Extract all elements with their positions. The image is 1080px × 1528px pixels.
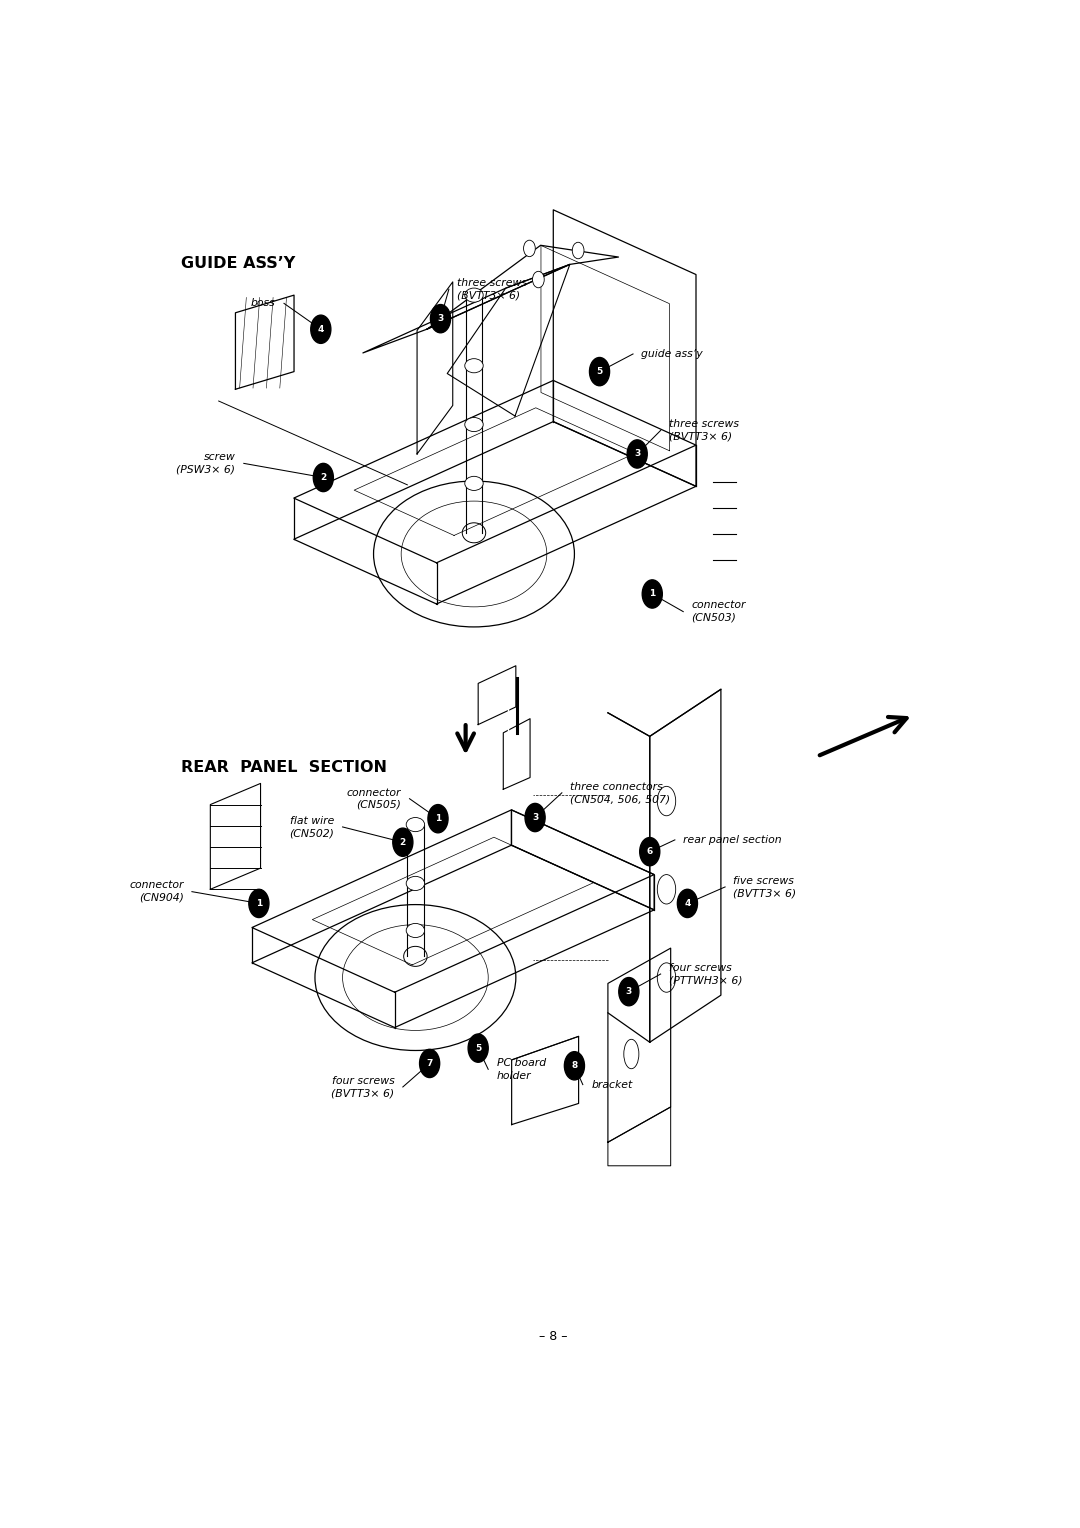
Text: 1: 1 [649, 590, 656, 599]
Text: 3: 3 [532, 813, 538, 822]
Text: 8: 8 [571, 1062, 578, 1070]
Text: 1: 1 [256, 898, 262, 908]
Circle shape [248, 889, 269, 917]
Circle shape [524, 240, 536, 257]
Circle shape [419, 1050, 440, 1077]
Text: REAR  PANEL  SECTION: REAR PANEL SECTION [181, 759, 387, 775]
Text: rear panel section: rear panel section [684, 834, 782, 845]
Text: flat wire
(CN502): flat wire (CN502) [289, 816, 334, 839]
Ellipse shape [406, 923, 424, 938]
Circle shape [639, 837, 660, 866]
Text: 4: 4 [685, 898, 690, 908]
Text: guide ass’y: guide ass’y [642, 348, 703, 359]
Circle shape [590, 358, 609, 385]
Circle shape [532, 272, 544, 287]
Text: 6: 6 [647, 847, 653, 856]
Text: – 8 –: – 8 – [539, 1329, 568, 1343]
Text: connector
(CN503): connector (CN503) [691, 601, 746, 623]
Circle shape [677, 889, 698, 917]
Text: 3: 3 [625, 987, 632, 996]
Text: three screws
(BVTT3× 6): three screws (BVTT3× 6) [457, 278, 527, 301]
Text: 3: 3 [437, 315, 444, 322]
Text: three connectors
(CN504, 506, 507): three connectors (CN504, 506, 507) [570, 782, 671, 804]
Circle shape [643, 579, 662, 608]
Text: 3: 3 [634, 449, 640, 458]
Circle shape [428, 805, 448, 833]
Text: bracket: bracket [591, 1080, 633, 1089]
Text: connector
(CN505): connector (CN505) [347, 787, 401, 810]
Ellipse shape [406, 817, 424, 831]
Text: four screws
(PTTWH3× 6): four screws (PTTWH3× 6) [669, 963, 743, 986]
Text: 2: 2 [400, 837, 406, 847]
Ellipse shape [464, 417, 483, 431]
Ellipse shape [464, 289, 483, 303]
Ellipse shape [406, 877, 424, 891]
Text: boss: boss [251, 298, 275, 309]
Circle shape [431, 304, 450, 333]
Text: 5: 5 [475, 1044, 482, 1053]
Text: three screws
(BVTT3× 6): three screws (BVTT3× 6) [669, 419, 739, 442]
Circle shape [572, 243, 584, 258]
Text: PC board
holder: PC board holder [497, 1057, 545, 1080]
Text: 2: 2 [320, 474, 326, 481]
Text: connector
(CN904): connector (CN904) [129, 880, 184, 903]
Text: screw
(PSW3× 6): screw (PSW3× 6) [176, 452, 235, 475]
Circle shape [393, 828, 413, 856]
Ellipse shape [464, 477, 483, 490]
Circle shape [311, 315, 330, 344]
Circle shape [627, 440, 647, 468]
Circle shape [619, 978, 639, 1005]
Text: 7: 7 [427, 1059, 433, 1068]
Circle shape [468, 1034, 488, 1062]
Circle shape [525, 804, 545, 831]
Text: 4: 4 [318, 325, 324, 333]
Ellipse shape [464, 359, 483, 373]
Circle shape [313, 463, 334, 492]
Text: four screws
(BVTT3× 6): four screws (BVTT3× 6) [332, 1076, 394, 1099]
Text: 5: 5 [596, 367, 603, 376]
Text: 1: 1 [435, 814, 441, 824]
Text: five screws
(BVTT3× 6): five screws (BVTT3× 6) [733, 876, 797, 898]
Text: GUIDE ASS’Y: GUIDE ASS’Y [181, 257, 295, 272]
Circle shape [565, 1051, 584, 1080]
